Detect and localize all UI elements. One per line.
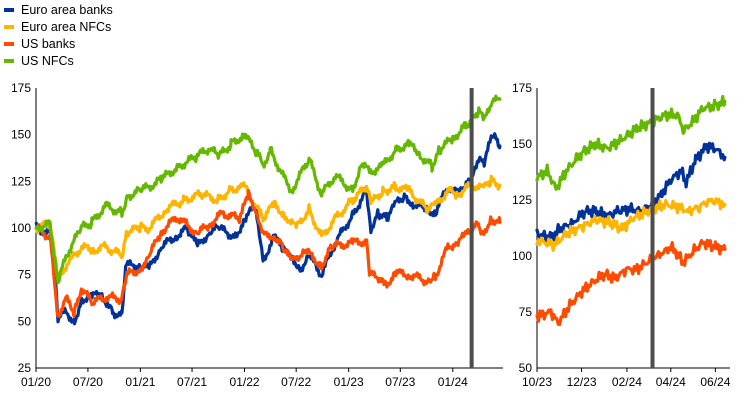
legend-swatch [4,41,14,46]
x-tick-label: 07/21 [177,375,207,389]
y-tick-label: 100 [512,249,532,263]
y-tick-label: 125 [11,174,31,188]
series-line-us-nfcs [535,94,727,191]
y-tick-label: 175 [512,81,532,95]
legend-item-euro-area-banks: Euro area banks [4,2,113,19]
legend-label: US banks [21,37,76,51]
y-tick-label: 125 [512,193,532,207]
x-tick-label: 01/21 [125,375,155,389]
x-tick-label: 01/22 [230,375,260,389]
x-tick-label: 04/24 [656,375,686,389]
series-line-us-banks [34,188,502,318]
y-tick-label: 25 [18,361,32,375]
series-line-euro-area-nfcs [34,174,502,280]
legend-swatch [4,58,14,63]
y-tick-label: 150 [512,137,532,151]
series-line-euro-area-banks [535,141,727,244]
legend-item-euro-area-nfcs: Euro area NFCs [4,19,113,36]
y-tick-label: 150 [11,128,31,142]
x-tick-label: 01/24 [438,375,468,389]
series-line-euro-area-banks [34,132,502,326]
legend: Euro area banks Euro area NFCs US banks US … [4,2,113,70]
y-tick-label: 75 [519,305,533,319]
y-tick-label: 100 [11,221,31,235]
x-tick-label: 01/20 [21,375,51,389]
legend-label: Euro area banks [21,3,113,17]
y-tick-label: 175 [11,81,31,95]
series-line-euro-area-nfcs [535,197,727,252]
legend-swatch [4,7,14,12]
legend-label: Euro area NFCs [21,20,112,34]
x-tick-label: 02/24 [612,375,642,389]
legend-item-us-banks: US banks [4,36,113,53]
main-panel: 25 50 75 100 125 150 175 01/20 07/20 01/21 07/21 01… [11,81,503,389]
x-tick-label: 07/20 [73,375,103,389]
y-tick-label: 50 [519,361,533,375]
legend-swatch [4,24,14,29]
x-tick-label: 01/23 [334,375,364,389]
series-line-us-banks [535,238,727,327]
x-tick-label: 10/23 [522,375,552,389]
legend-item-us-nfcs: US NFCs [4,53,113,70]
x-tick-label: 07/23 [385,375,415,389]
series-line-us-nfcs [34,94,502,285]
legend-label: US NFCs [21,54,74,68]
x-tick-label: 12/23 [567,375,597,389]
zoom-panel: 50 75 100 125 150 175 10/23 12/23 02/24 04/24 06/2… [512,81,731,389]
y-tick-label: 75 [18,268,32,282]
x-tick-label: 06/24 [700,375,730,389]
x-tick-label: 07/22 [281,375,311,389]
y-tick-label: 50 [18,314,32,328]
